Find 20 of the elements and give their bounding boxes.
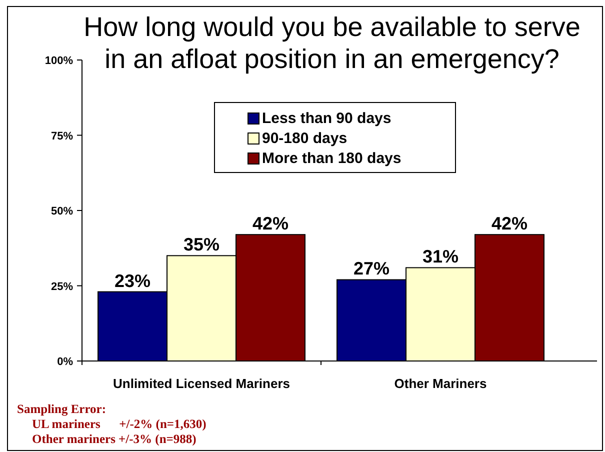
x-tick-label: Unlimited Licensed Mariners <box>113 376 290 391</box>
text: UL mariners +/-2% (n=1,630) <box>32 417 206 431</box>
data-label: 42% <box>252 214 289 234</box>
chart-title: How long would you be available to serve in an afloat position in an emergency? <box>84 12 580 74</box>
y-tick-label: 100% <box>44 55 74 67</box>
data-label: 31% <box>422 246 459 267</box>
data-label: 35% <box>183 234 220 255</box>
legend-label: 90-180 days <box>262 130 348 147</box>
y-tick-label: 0% <box>57 356 74 368</box>
legend-label: Less than 90 days <box>262 110 392 127</box>
y-tick-label: 50% <box>50 206 74 218</box>
data-label: 23% <box>114 270 151 291</box>
y-tick-label: 75% <box>50 130 74 142</box>
text: Sampling Error: <box>17 402 106 416</box>
data-label: 27% <box>353 258 390 279</box>
x-tick-label: Other Mariners <box>394 376 487 391</box>
y-tick-label: 25% <box>50 280 74 293</box>
text: Other mariners +/-3% (n=988) <box>32 432 196 446</box>
data-label: 42% <box>491 214 528 234</box>
legend-label: More than 180 days <box>262 150 402 167</box>
